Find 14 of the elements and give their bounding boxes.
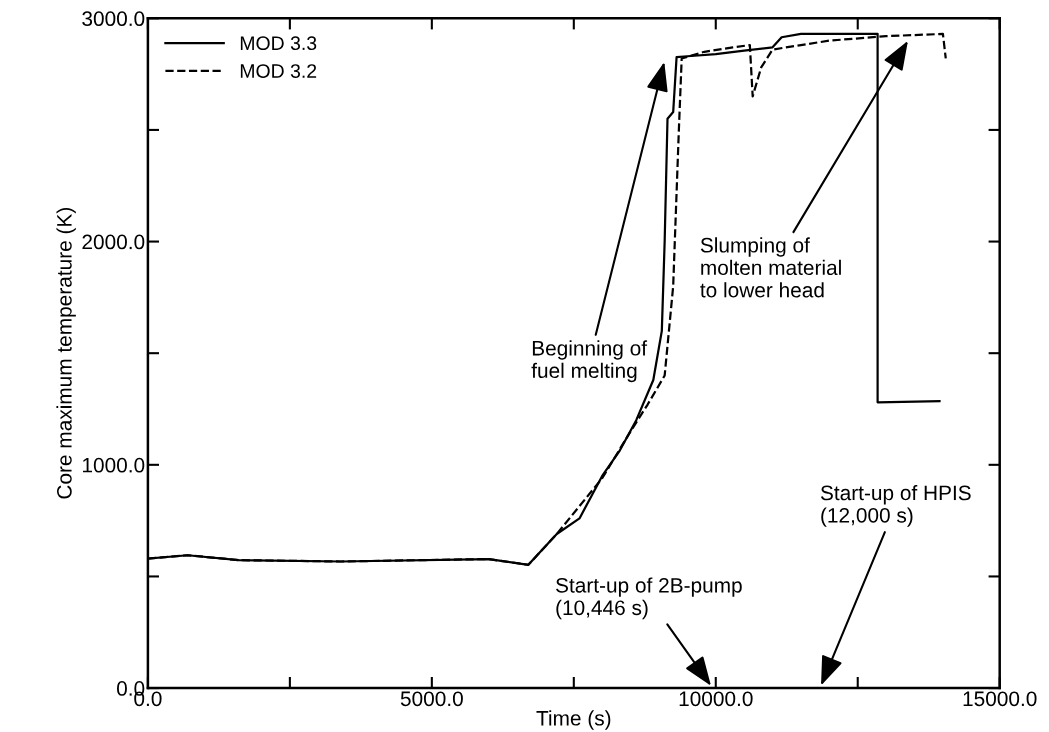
y-tick-label: 2000.0 (82, 234, 145, 250)
x-tick-label: 15000.0 (963, 691, 1037, 707)
legend-label: MOD 3.3 (240, 36, 317, 51)
annotation: Start-up of HPIS (12,000 s) (820, 484, 971, 527)
x-tick-label: 5000.0 (400, 691, 463, 707)
x-tick-label: 10000.0 (679, 691, 753, 707)
legend-label: MOD 3.2 (240, 64, 317, 78)
annotation: Start-up of 2B-pump (10,446 s) (556, 577, 742, 620)
annotation: Beginning of fuel melting (531, 340, 648, 383)
y-tick-label: 1000.0 (83, 457, 145, 473)
y-tick-label: 3000.0 (82, 11, 145, 27)
x-axis-title: Time (s) (536, 710, 611, 730)
y-axis-title: Core maximum temperature (K) (56, 208, 76, 499)
annotation: Slumping of molten material to lower head (700, 237, 841, 298)
